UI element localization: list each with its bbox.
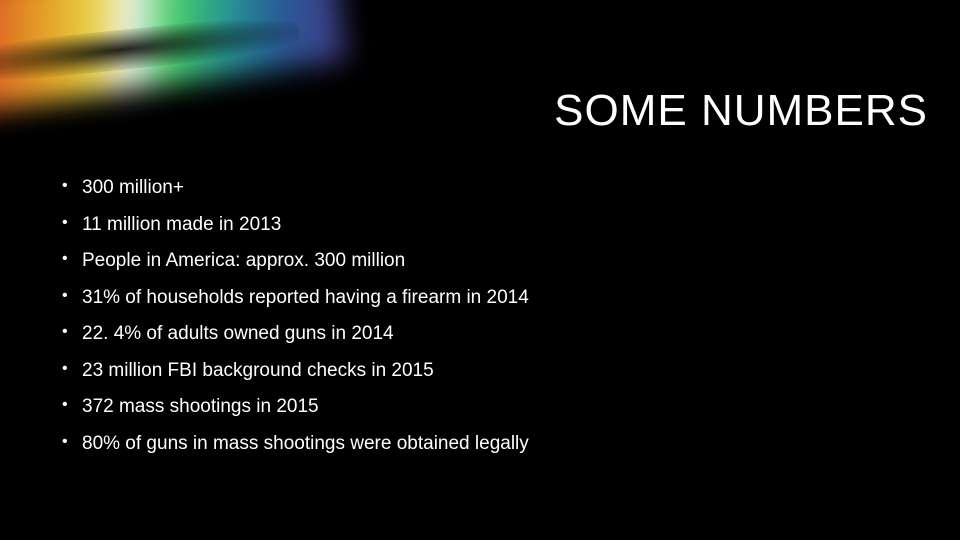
list-item: 300 million+ <box>60 178 529 197</box>
list-item: 11 million made in 2013 <box>60 215 529 234</box>
list-item: 80% of guns in mass shootings were obtai… <box>60 434 529 453</box>
list-item: 31% of households reported having a fire… <box>60 288 529 307</box>
list-item: People in America: approx. 300 million <box>60 251 529 270</box>
list-item: 372 mass shootings in 2015 <box>60 397 529 416</box>
list-item: 22. 4% of adults owned guns in 2014 <box>60 324 529 343</box>
slide-title: SOME NUMBERS <box>554 86 928 136</box>
list-item: 23 million FBI background checks in 2015 <box>60 361 529 380</box>
bullet-list: 300 million+ 11 million made in 2013 Peo… <box>60 178 529 470</box>
